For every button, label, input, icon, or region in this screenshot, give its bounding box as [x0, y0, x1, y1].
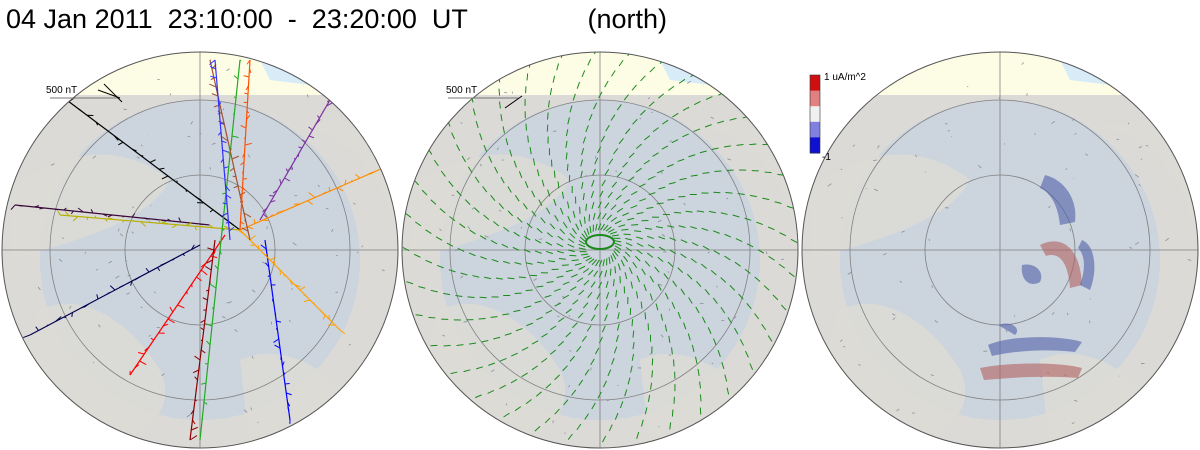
- fitted-vector-spoke: [405, 212, 587, 265]
- track-5: [189, 239, 216, 441]
- fitted-vector-spoke: [613, 225, 795, 278]
- fitted-vector-spoke: [613, 250, 702, 415]
- track-2: [57, 210, 241, 231]
- current-blob-negative: [1078, 240, 1095, 290]
- fitted-vector-spoke: [524, 60, 588, 238]
- colorbar: 1 uA/m^2 -1: [809, 72, 866, 163]
- track-0: [54, 93, 241, 231]
- fitted-vector-spoke: [406, 255, 590, 299]
- track-10: [259, 99, 333, 221]
- plot-title: 04 Jan 2011 23:10:00 - 23:20:00 UT (nort…: [6, 4, 667, 35]
- fitted-vector-spoke: [413, 179, 586, 255]
- fitted-vector-spoke: [614, 235, 787, 311]
- canada: [10, 154, 170, 260]
- current-blob-negative: [998, 323, 1018, 335]
- fitted-vector-spoke: [470, 95, 586, 242]
- fitted-vector-spoke: [534, 259, 610, 432]
- fitted-vector-spoke: [402, 247, 589, 280]
- map-base-3: [802, 52, 1198, 448]
- fitted-vector-spoke: [603, 115, 750, 231]
- fitted-vector-spoke: [503, 259, 603, 418]
- current-density-panel: 1 uA/m^2 -1: [801, 51, 1199, 449]
- fitted-vector-spoke: [597, 72, 697, 231]
- fitted-vectors-panel: 500 nT: [401, 51, 799, 449]
- track-1: [10, 204, 211, 226]
- fitted-vector-spoke: [565, 52, 598, 234]
- fitted-vector-spoke: [611, 210, 798, 243]
- title-date: 04 Jan 2011: [6, 4, 153, 34]
- colorbar-segment: [810, 90, 820, 107]
- fitted-vector-spoke: [605, 143, 770, 232]
- fitted-vector-spoke: [430, 258, 595, 347]
- current-blob-positive: [980, 363, 1082, 380]
- colorbar-segment: [810, 106, 820, 123]
- fitted-vector-spoke: [602, 256, 635, 443]
- fitted-vector-spoke: [614, 248, 730, 395]
- colorbar-segment: [810, 121, 820, 138]
- title-time-start: 23:10:00: [167, 4, 273, 34]
- canada: [410, 154, 570, 260]
- fitted-vector-spoke: [567, 258, 620, 440]
- fitted-vector-spoke: [614, 245, 754, 371]
- fitted-vector-spoke: [446, 119, 586, 245]
- track-3: [23, 244, 201, 339]
- colorbar-min-label: -1: [822, 152, 831, 163]
- track-12: [239, 59, 252, 231]
- map-border-1: [1, 51, 399, 449]
- track-6: [260, 239, 292, 424]
- current-blob-positive: [1040, 241, 1082, 288]
- fitted-vortex: [585, 234, 615, 250]
- fitted-vector-spoke: [614, 242, 773, 342]
- title-time-end: 23:20:00: [311, 4, 417, 34]
- current-density-blobs: [980, 175, 1095, 380]
- title-time-unit: UT: [431, 4, 468, 34]
- track-9: [199, 59, 242, 441]
- title-hemisphere: (north): [587, 4, 667, 34]
- fitted-vector-spoke: [474, 259, 600, 399]
- track-vectors-panel: 500 nT: [1, 51, 399, 449]
- canada: [810, 154, 970, 260]
- current-blob-negative: [1040, 175, 1076, 225]
- scale-arrow-1: 500 nT: [46, 83, 123, 103]
- scale-arrow-2: 500 nT: [446, 85, 523, 109]
- title-separator: -: [287, 4, 297, 34]
- fitted-vector-spoke: [607, 169, 785, 233]
- track-13: [209, 59, 235, 241]
- fitted-vector-spoke: [546, 52, 590, 235]
- track-4: [129, 234, 226, 376]
- fitted-vector-spoke: [612, 252, 676, 430]
- colorbar-segment: [810, 137, 820, 154]
- fitted-vector-spoke: [610, 255, 654, 439]
- fitted-vector-spoke: [580, 52, 633, 232]
- fitted-vector-spoke: [590, 58, 666, 231]
- current-blob-negative: [1021, 264, 1042, 285]
- satellite-track-vectors: [10, 59, 398, 441]
- map-border-2: [401, 51, 799, 449]
- scale-label-2: 500 nT: [446, 85, 477, 96]
- fitted-vector-spoke: [450, 259, 597, 375]
- fitted-vector-field: [402, 52, 798, 443]
- track-8: [238, 229, 346, 335]
- current-blob-negative: [988, 337, 1082, 356]
- fitted-vector-spoke: [610, 191, 794, 235]
- colorbar-max-label: 1 uA/m^2: [824, 72, 866, 83]
- colorbar-segment: [810, 75, 820, 92]
- fitted-vector-spoke: [600, 91, 726, 231]
- fitted-vector-spoke: [415, 257, 593, 321]
- scale-label-1: 500 nT: [46, 85, 77, 96]
- map-border-3: [801, 51, 1199, 449]
